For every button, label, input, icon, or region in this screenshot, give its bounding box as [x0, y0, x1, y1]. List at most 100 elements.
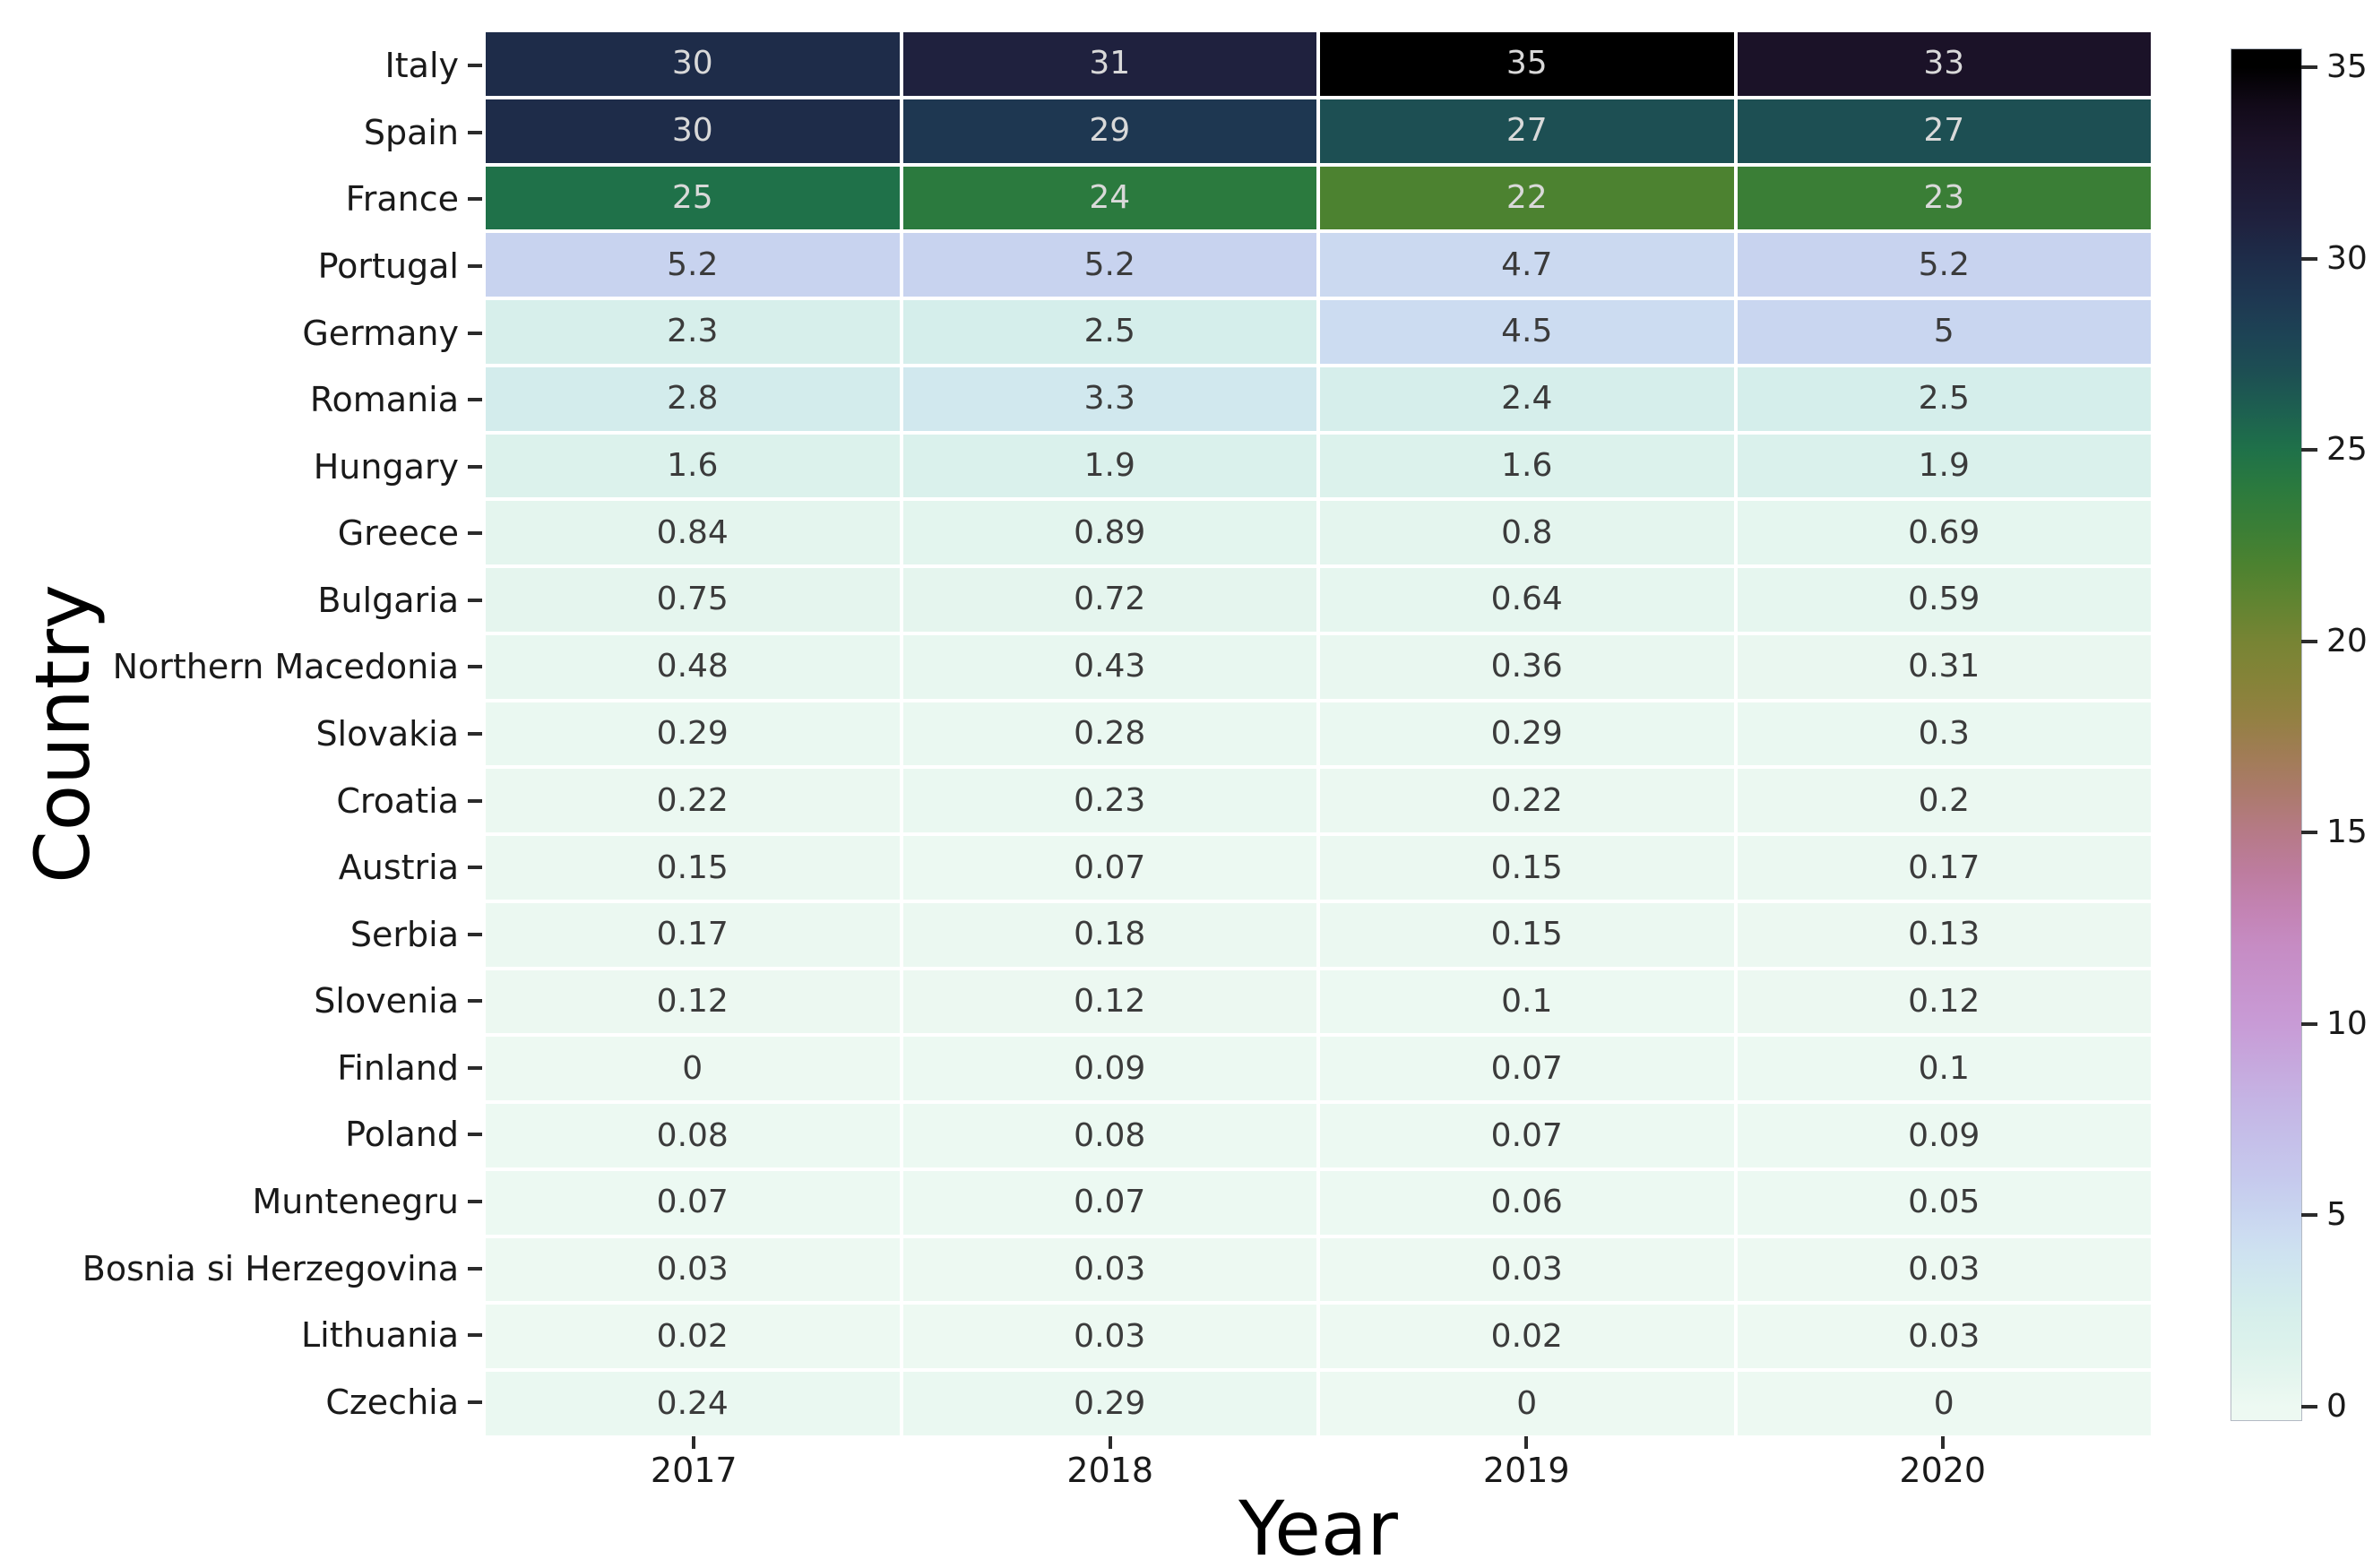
y-tick-label: Bosnia si Herzegovina	[82, 1248, 459, 1288]
heatmap-cell: 0.3	[1737, 702, 2151, 766]
heatmap-cell-value: 0.03	[656, 1251, 729, 1288]
heatmap-cell-value: 0.29	[1490, 714, 1563, 752]
heatmap-cell-value: 0.08	[656, 1116, 729, 1154]
heatmap-cell-value: 33	[1923, 45, 1965, 82]
heatmap-cell-value: 0.12	[1908, 983, 1980, 1021]
x-tick-label: 2018	[1066, 1451, 1154, 1490]
y-tick-mark	[468, 1200, 482, 1203]
y-tick-mark	[468, 64, 482, 68]
heatmap-cell-value: 0.18	[1074, 916, 1146, 953]
x-tick-mark	[692, 1436, 696, 1449]
y-tick-mark	[468, 464, 482, 469]
heatmap-cell: 35	[1320, 32, 1734, 96]
heatmap-cell: 4.5	[1320, 300, 1734, 364]
heatmap-cell-value: 0.89	[1074, 513, 1146, 551]
heatmap-cell-value: 27	[1506, 112, 1548, 150]
heatmap-cell: 0.22	[486, 769, 900, 833]
heatmap-cell-value: 0.07	[656, 1184, 729, 1221]
heatmap-cell: 0.1	[1320, 969, 1734, 1034]
heatmap-cell-value: 24	[1089, 178, 1131, 216]
heatmap-cell: 0.84	[486, 501, 900, 565]
heatmap-cell: 0.08	[902, 1104, 1316, 1167]
heatmap-cell-value: 2.3	[667, 313, 719, 350]
y-tick-label: Poland	[345, 1115, 459, 1155]
heatmap-cell: 5	[1737, 300, 2151, 364]
heatmap-cell-value: 0.15	[656, 849, 729, 886]
heatmap-cell: 0.12	[486, 969, 900, 1034]
heatmap-cell: 23	[1737, 166, 2151, 230]
heatmap-cell: 0.75	[486, 568, 900, 632]
heatmap-cell: 0.07	[1320, 1104, 1734, 1167]
heatmap-cell-value: 0.23	[1074, 781, 1146, 819]
heatmap-cell: 2.4	[1320, 366, 1734, 431]
heatmap-cell-value: 0.22	[656, 781, 729, 819]
heatmap-cell-value: 0.15	[1490, 916, 1563, 953]
y-tick-mark	[468, 264, 482, 268]
heatmap-cell-value: 0.03	[1908, 1251, 1980, 1288]
heatmap-cell: 0.03	[1320, 1237, 1734, 1302]
colorbar-tick-mark	[2301, 831, 2317, 835]
heatmap-cell: 0.09	[902, 1037, 1316, 1101]
heatmap-cell: 0.48	[486, 634, 900, 699]
colorbar-tick-label: 15	[2326, 814, 2368, 851]
heatmap-cell: 0.12	[1737, 969, 2151, 1034]
heatmap-cell: 0.03	[1737, 1237, 2151, 1302]
x-tick-label: 2017	[650, 1451, 738, 1490]
heatmap-cell-value: 0.05	[1908, 1184, 1980, 1221]
heatmap-cell: 0.89	[902, 501, 1316, 565]
heatmap-cell: 0.1	[1737, 1037, 2151, 1101]
heatmap-cell: 0.69	[1737, 501, 2151, 565]
heatmap-cell: 5.2	[486, 233, 900, 297]
heatmap-cell: 0.29	[902, 1372, 1316, 1435]
heatmap-cell: 0.08	[486, 1104, 900, 1167]
heatmap-cell-value: 0.12	[656, 983, 729, 1021]
heatmap-cell-value: 0.2	[1918, 781, 1970, 819]
heatmap-cell-value: 0.22	[1490, 781, 1563, 819]
y-tick-label: Greece	[337, 513, 459, 554]
heatmap-cell: 2.5	[902, 300, 1316, 364]
heatmap-cell: 0.29	[1320, 702, 1734, 766]
heatmap-cell: 0	[1320, 1372, 1734, 1435]
heatmap-cell: 27	[1320, 99, 1734, 163]
heatmap-cell: 33	[1737, 32, 2151, 96]
heatmap-cell-value: 0.06	[1490, 1184, 1563, 1221]
heatmap-cell-value: 0.03	[1908, 1317, 1980, 1355]
heatmap-cell: 0.43	[902, 634, 1316, 699]
heatmap-cell-value: 1.6	[667, 446, 719, 484]
heatmap-cell: 0.15	[1320, 836, 1734, 900]
heatmap-cell: 0	[486, 1037, 900, 1101]
x-axis-title: Year	[1238, 1485, 1398, 1568]
colorbar-tick-label: 20	[2326, 622, 2368, 659]
y-tick-mark	[468, 598, 482, 602]
y-tick-label: Portugal	[317, 246, 459, 286]
colorbar-tick-label: 25	[2326, 431, 2368, 469]
heatmap-cell: 0.07	[902, 1170, 1316, 1235]
heatmap-cell: 31	[902, 32, 1316, 96]
colorbar-tick-mark	[2301, 1213, 2317, 1218]
heatmap-cell: 0.15	[1320, 902, 1734, 967]
heatmap-cell-value: 0.03	[1074, 1317, 1146, 1355]
heatmap-cell: 0.09	[1737, 1104, 2151, 1167]
heatmap-cell-value: 0.07	[1490, 1116, 1563, 1154]
heatmap-cell: 3.3	[902, 366, 1316, 431]
y-tick-label: Germany	[302, 313, 459, 353]
heatmap-cell: 0.24	[486, 1372, 900, 1435]
heatmap-cell: 5.2	[902, 233, 1316, 297]
heatmap-cell: 0.07	[902, 836, 1316, 900]
heatmap-cell-value: 31	[1089, 45, 1131, 82]
y-tick-label: Czechia	[325, 1382, 459, 1422]
heatmap-cell-value: 0.02	[1490, 1317, 1563, 1355]
heatmap-cell: 0.29	[486, 702, 900, 766]
y-tick-mark	[468, 1065, 482, 1070]
heatmap-cell: 2.5	[1737, 366, 2151, 431]
heatmap-cell-value: 0.75	[656, 581, 729, 618]
heatmap-cell: 0	[1737, 1372, 2151, 1435]
heatmap-cell-value: 35	[1506, 45, 1548, 82]
heatmap-cell-value: 1.9	[1918, 446, 1970, 484]
heatmap-cell: 0.03	[486, 1237, 900, 1302]
y-tick-mark	[468, 398, 482, 402]
y-tick-label: Slovakia	[315, 714, 459, 754]
y-tick-label: Spain	[363, 112, 459, 152]
heatmap-cell: 0.72	[902, 568, 1316, 632]
